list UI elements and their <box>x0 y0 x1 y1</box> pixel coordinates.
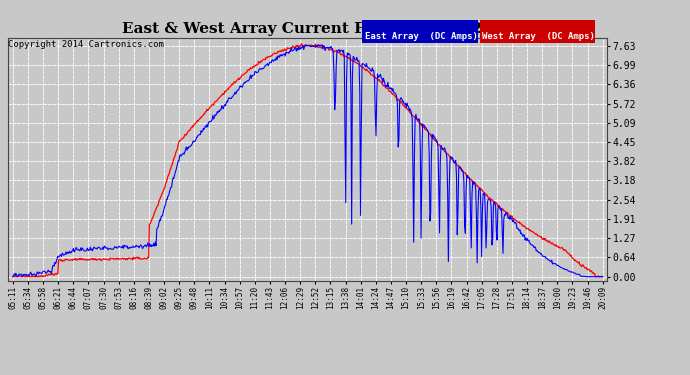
Text: Copyright 2014 Cartronics.com: Copyright 2014 Cartronics.com <box>8 40 164 49</box>
Title: East & West Array Current Fri Jun 13 20:25: East & West Array Current Fri Jun 13 20:… <box>122 22 493 36</box>
Text: West Array  (DC Amps): West Array (DC Amps) <box>482 32 595 40</box>
Text: East Array  (DC Amps): East Array (DC Amps) <box>365 32 478 40</box>
